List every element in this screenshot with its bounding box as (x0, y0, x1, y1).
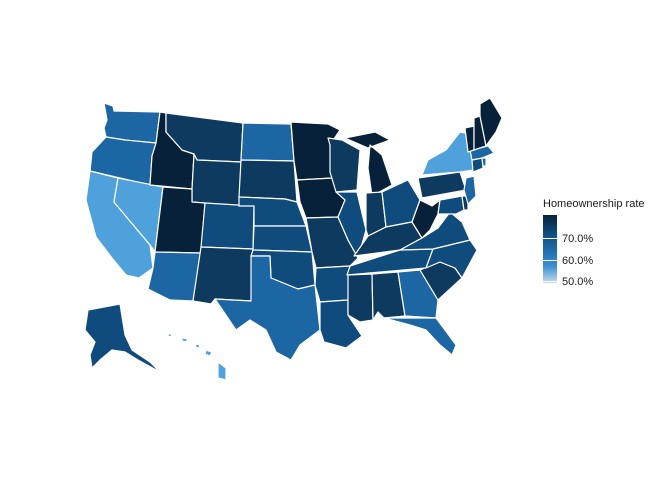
state-arkansas (314, 265, 351, 303)
legend-colorbar: 70.0% 60.0% 50.0% (543, 215, 645, 288)
state-virginia (399, 211, 471, 251)
state-pennsylvania (417, 171, 467, 199)
legend-tick-mark (543, 281, 557, 282)
legend-title: Homeownership rate (543, 198, 645, 210)
state-rhode-island (481, 157, 487, 167)
legend-tick-label: 70.0% (562, 233, 594, 245)
legend-tick-mark (543, 238, 557, 239)
state-florida (383, 317, 457, 356)
legend-tick-label: 50.0% (562, 276, 594, 288)
state-new-mexico (192, 246, 254, 305)
state-texas (214, 255, 321, 361)
state-mississippi (347, 273, 374, 323)
state-maryland (437, 195, 465, 215)
state-arizona (147, 251, 202, 302)
state-georgia (397, 269, 439, 319)
state-alaska (84, 303, 161, 373)
legend-tick-label: 60.0% (562, 255, 594, 267)
state-maine (479, 97, 503, 147)
legend: Homeownership rate 70.0% 60.0% 50.0% (543, 198, 645, 288)
state-michigan (344, 131, 393, 197)
state-hawaii (167, 333, 227, 381)
state-kansas (252, 225, 313, 253)
state-wisconsin (327, 137, 361, 193)
state-washington (103, 102, 161, 144)
legend-tick-mark (543, 260, 557, 261)
state-wyoming (191, 153, 242, 207)
state-colorado (200, 202, 255, 250)
state-south-dakota (238, 159, 298, 203)
state-illinois (335, 191, 367, 259)
state-north-dakota (240, 122, 295, 162)
state-new-jersey (463, 175, 477, 205)
legend-gradient (543, 215, 557, 283)
